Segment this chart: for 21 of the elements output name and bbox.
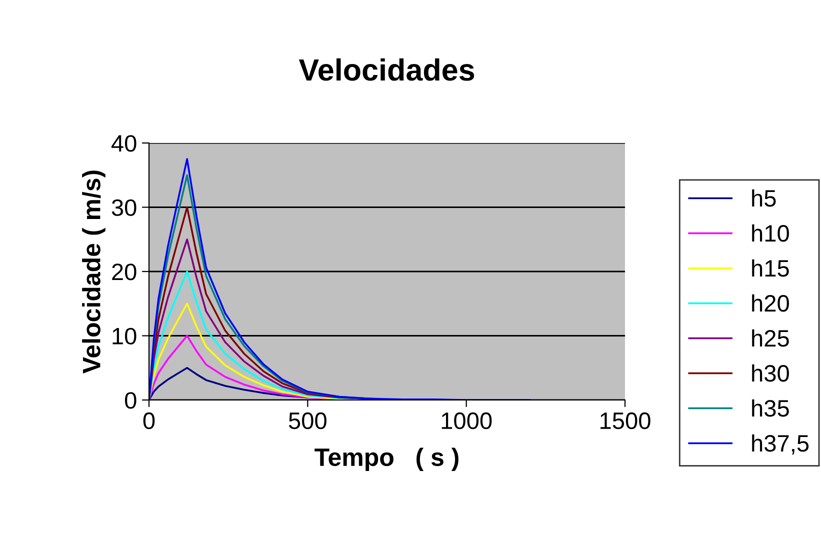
legend-label: h15 xyxy=(752,259,789,277)
x-tick-label: 0 xyxy=(143,412,155,430)
line-series xyxy=(149,158,531,400)
chart-title: Velocidades xyxy=(298,58,474,81)
legend-label: h20 xyxy=(752,294,789,312)
y-tick-label: 10 xyxy=(112,328,136,345)
legend-label: h30 xyxy=(752,364,789,382)
x-axis-title: Tempo ( s ) xyxy=(314,448,458,472)
y-tick-label: 30 xyxy=(112,199,136,216)
y-tick-label: 0 xyxy=(124,392,136,409)
x-tick-label: 500 xyxy=(288,412,326,430)
legend-label: h5 xyxy=(752,189,776,207)
y-axis-title: Velocidade ( m/s) xyxy=(82,170,106,374)
x-tick-label: 1000 xyxy=(442,412,492,430)
y-tick-label: 40 xyxy=(111,135,136,152)
legend-label: h10 xyxy=(752,224,789,242)
y-tick-label: 20 xyxy=(112,264,136,280)
x-tick-label: 1500 xyxy=(600,412,650,430)
legend-label: h37,5 xyxy=(752,434,809,455)
legend-label: h25 xyxy=(752,329,789,347)
legend-label: h35 xyxy=(752,399,789,417)
